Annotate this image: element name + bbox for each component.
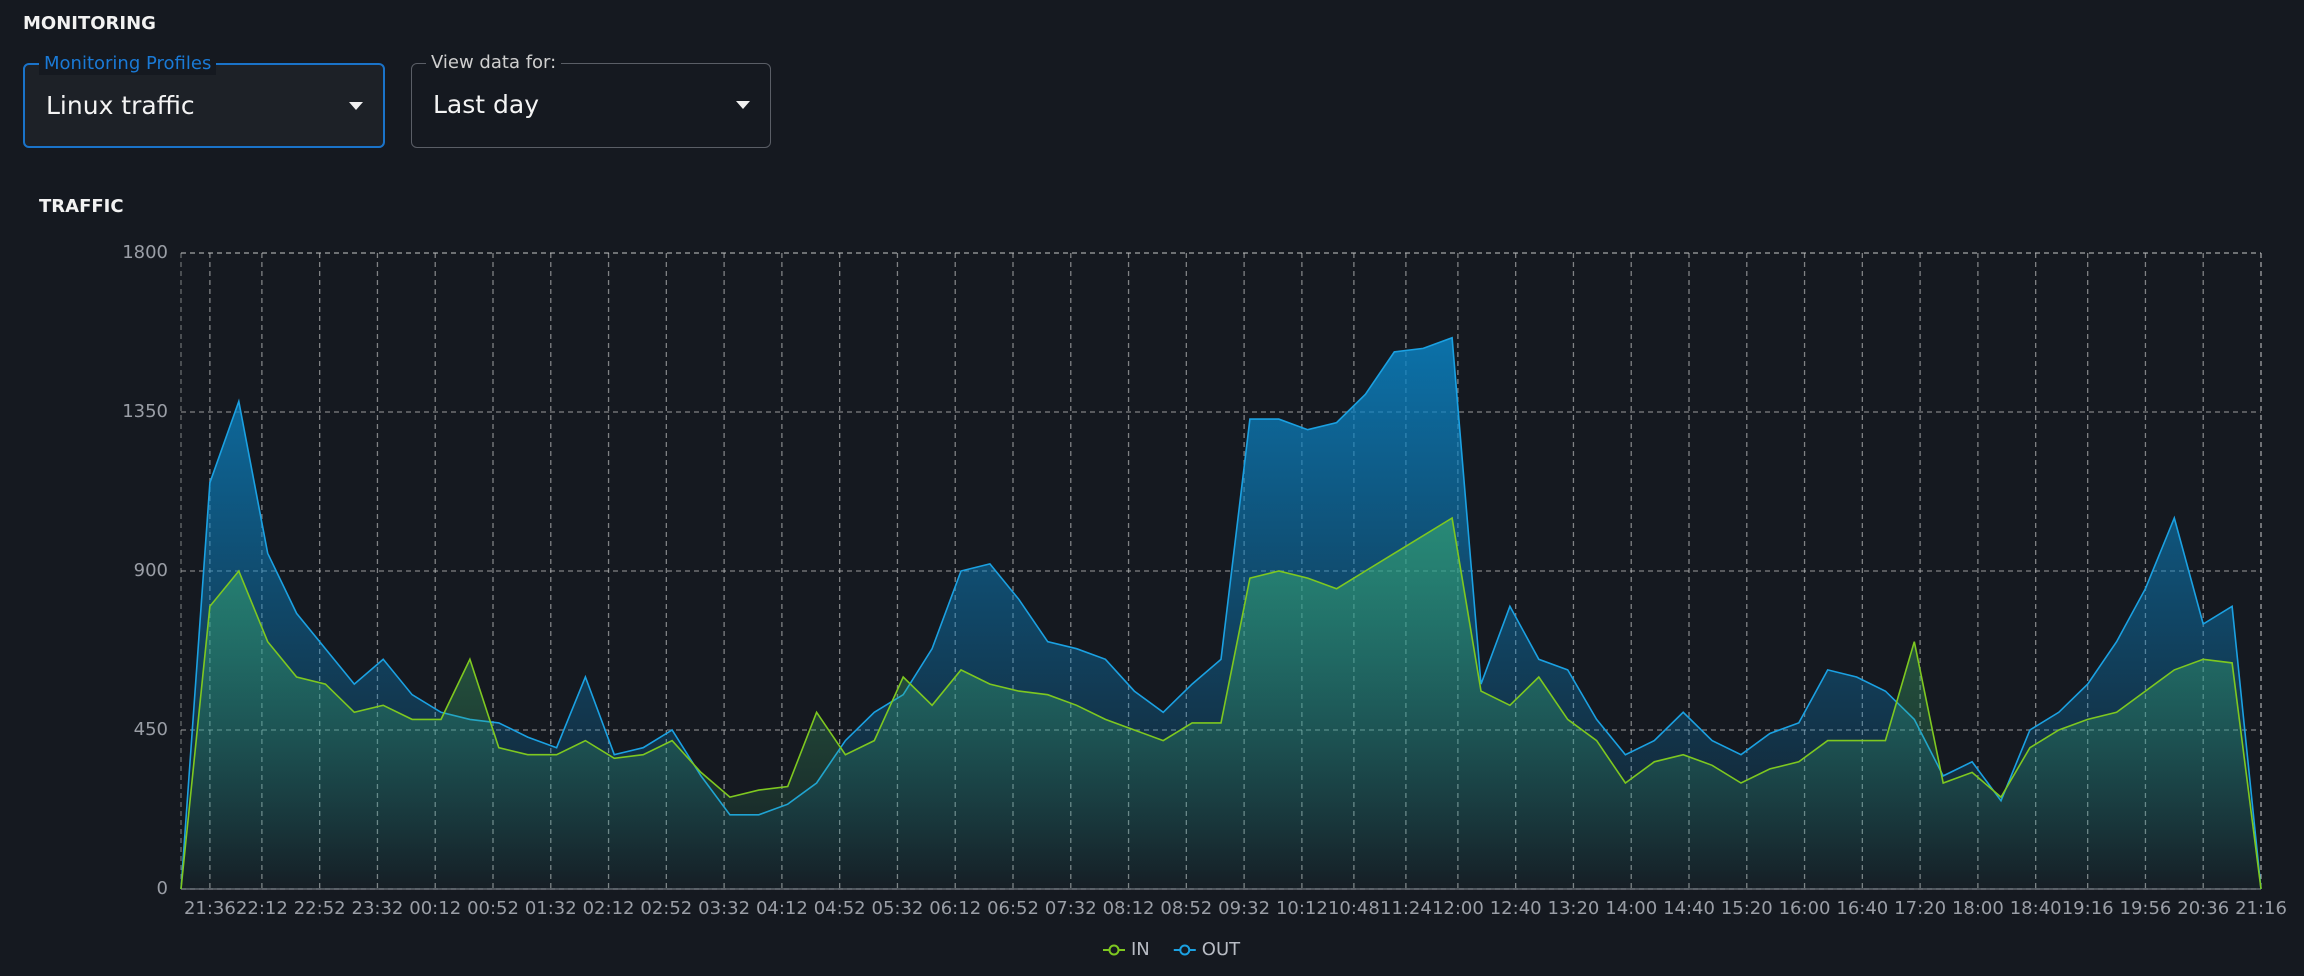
x-tick-label: 16:00 [1779,898,1831,919]
x-tick-label: 20:36 [2177,898,2229,919]
x-tick-label: 08:52 [1160,898,1212,919]
area [181,518,2261,889]
x-tick-label: 15:20 [1721,898,1773,919]
profile-dropdown[interactable]: Monitoring Profiles Linux traffic [23,53,385,148]
x-tick-label: 10:12 [1276,898,1328,919]
x-tick-label: 09:32 [1218,898,1270,919]
dropdown-value: Last day [433,90,540,119]
x-tick-label: 02:12 [583,898,635,919]
x-tick-label: 05:32 [872,898,924,919]
y-tick-label: 1350 [122,401,168,422]
legend-label: IN [1131,939,1150,960]
x-tick-label: 00:12 [409,898,461,919]
caret-icon [736,101,750,109]
dropdown-value: Linux traffic [46,91,195,120]
x-tick-label: 00:52 [467,898,519,919]
line [180,516,2262,890]
y-tick-label: 450 [134,719,168,740]
period-dropdown[interactable]: View data for: Last day [411,52,771,148]
dropdown-label: View data for: [426,52,562,74]
x-tick-label: 03:32 [698,898,750,919]
x-tick-label: 04:12 [756,898,808,919]
x-tick-label: 22:12 [236,898,288,919]
dropdown-label: Monitoring Profiles [39,53,217,75]
y-tick-label: 1800 [122,242,168,263]
section-title: MONITORING [23,13,156,34]
x-tick-label: 18:00 [1952,898,2004,919]
x-tick-label: 19:16 [2062,898,2114,919]
x-tick-label: 19:56 [2120,898,2172,919]
chart-title: TRAFFIC [39,196,124,217]
x-tick-label: 14:00 [1605,898,1657,919]
x-tick-label: 04:52 [814,898,866,919]
x-tick-label: 12:00 [1432,898,1484,919]
caret-icon [349,102,363,110]
legend-marker [1108,944,1120,956]
legend-marker [1179,944,1191,956]
x-tick-label: 17:20 [1894,898,1946,919]
x-tick-label: 22:52 [294,898,346,919]
x-tick-label: 06:12 [929,898,981,919]
x-tick-label: 13:20 [1548,898,1600,919]
y-tick-label: 0 [157,878,168,899]
x-tick-label: 08:12 [1103,898,1155,919]
x-tick-label: 07:32 [1045,898,1097,919]
x-tick-label: 21:36 [184,898,236,919]
x-tick-label: 10:48 [1328,898,1380,919]
x-tick-label: 23:32 [352,898,404,919]
x-tick-label: 21:16 [2235,898,2287,919]
x-tick-label: 12:40 [1490,898,1542,919]
x-tick-label: 02:52 [640,898,692,919]
x-tick-label: 11:24 [1380,898,1432,919]
x-tick-label: 16:40 [1836,898,1888,919]
legend-label: OUT [1202,939,1241,960]
y-tick-label: 900 [134,560,168,581]
x-tick-label: 01:32 [525,898,577,919]
x-tick-label: 06:52 [987,898,1039,919]
x-tick-label: 14:40 [1663,898,1715,919]
x-tick-label: 18:40 [2010,898,2062,919]
